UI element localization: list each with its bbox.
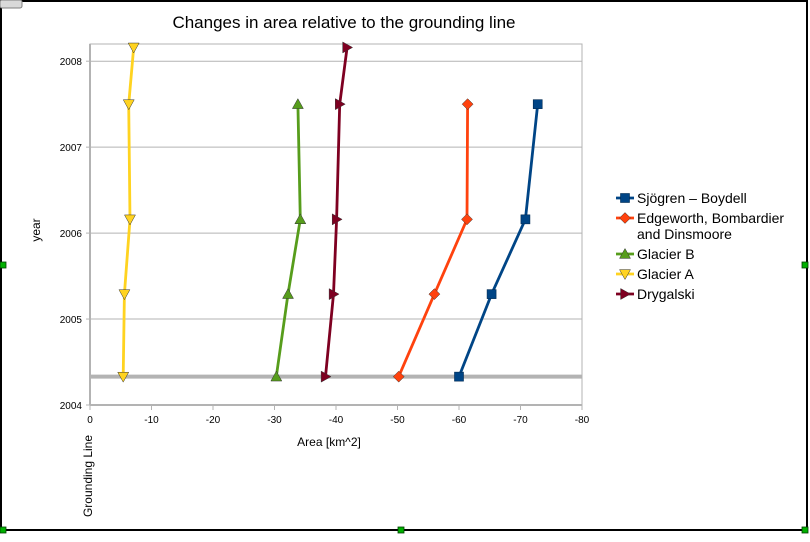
resize-handle-bottom[interactable] [397,526,405,534]
series-line [397,104,469,378]
chart-title: Changes in area relative to the groundin… [172,13,515,32]
legend-label: Glacier A [637,266,694,282]
legend-label: Drygalski [637,286,695,302]
x-tick-label: -80 [575,415,590,426]
legend-item-5: Drygalski [616,286,695,302]
series-3 [270,98,307,382]
data-point [118,289,131,301]
series-line [457,104,540,378]
data-point [320,370,332,383]
data-point [122,99,135,111]
x-tick-label: -70 [513,415,528,426]
x-tick-label: -20 [206,415,221,426]
resize-handle-left[interactable] [0,261,7,269]
legend-label: Edgeworth, Bombardier [637,210,784,226]
data-point [294,213,307,224]
resize-handle-bottom-left[interactable] [0,526,7,534]
y-tick-label: 2006 [60,229,83,240]
legend: Sjögren – Boydell Edgeworth, Bombardieran… [616,190,784,302]
legend-swatch-marker [619,269,631,281]
data-point [124,214,136,226]
series-5 [320,41,354,383]
data-point [520,214,531,225]
data-point [282,288,294,299]
legend-label: and Dinsmoore [637,226,732,242]
data-point [532,99,543,109]
y-tick-label: 2008 [60,57,83,68]
axes: 2004 2005 2006 2007 2008 0 -10 -20 -30 -40 -50 -60 -… [60,44,590,426]
grounding-line-label: Grounding Line [81,435,95,517]
data-point [117,371,130,383]
legend-swatch-marker [620,193,630,203]
x-tick-label: -50 [390,415,405,426]
y-tick-label: 2005 [60,315,83,326]
x-tick-label: 0 [87,415,93,426]
data-point [461,213,473,226]
legend-item-3: Glacier B [616,246,695,262]
legend-swatch-marker [619,247,631,259]
series-4 [117,42,140,383]
resize-handle-right[interactable] [801,261,809,269]
y-tick-label: 2007 [60,143,83,154]
legend-item-1: Sjögren – Boydell [616,190,747,206]
window-corner-tab[interactable] [0,0,23,9]
data-point [328,288,340,301]
data-point [270,370,283,382]
data-point [331,213,343,226]
series-line [274,104,302,377]
x-tick-label: -30 [267,415,282,426]
data-point [335,98,346,111]
x-tick-label: -10 [144,415,159,426]
x-axis-label: Area [km^2] [297,435,361,449]
legend-swatch-marker [619,212,631,224]
resize-handle-bottom-right[interactable] [801,526,809,534]
legend-label: Glacier B [637,246,695,262]
legend-label: Sjögren – Boydell [637,190,747,206]
series-group [117,41,543,383]
y-axis-label: year [29,218,43,241]
data-point [291,98,304,109]
series-2 [392,98,474,383]
data-point [461,98,474,111]
data-point [428,288,441,300]
data-point [342,41,354,54]
legend-item-4: Glacier A [616,266,694,282]
data-point [454,371,464,382]
data-point [486,289,497,299]
y-tick-label: 2004 [60,401,83,412]
data-point [127,42,140,54]
x-tick-label: -60 [452,415,467,426]
x-tick-label: -40 [329,415,344,426]
series-1 [454,99,543,382]
legend-swatch-marker [620,288,632,300]
data-point [392,370,405,383]
